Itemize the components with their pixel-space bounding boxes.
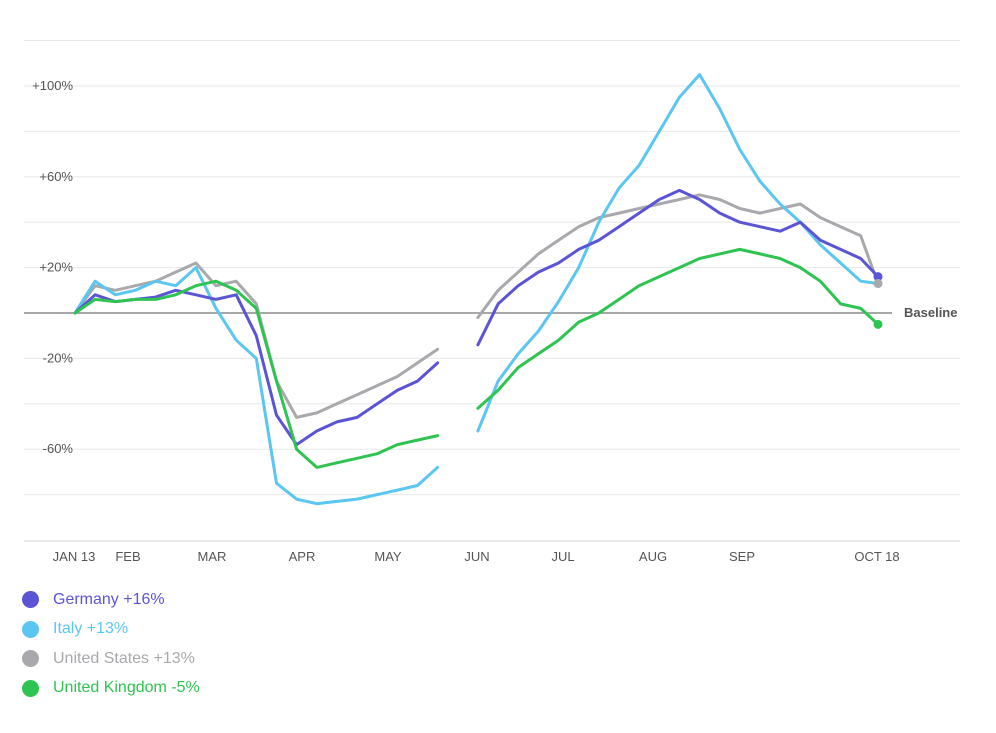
endpoint-marker-united-states [873, 278, 883, 288]
legend-label: United States +13% [53, 649, 195, 667]
legend-item-italy: Italy +13% [22, 615, 200, 645]
x-tick-label: AUG [639, 549, 667, 564]
x-tick-label: MAY [374, 549, 402, 564]
x-tick-label: SEP [729, 549, 755, 564]
x-tick-label: FEB [115, 549, 140, 564]
x-tick-label: MAR [198, 549, 227, 564]
series-endpoints [873, 272, 883, 329]
legend: Germany +16% Italy +13% United States +13%… [22, 585, 200, 703]
baseline-label: Baseline [904, 305, 957, 320]
series-line-united-states [73, 193, 880, 419]
baseline: Baseline [24, 305, 957, 320]
legend-item-united-kingdom: United Kingdom -5% [22, 674, 200, 704]
series-line-united-kingdom [73, 247, 880, 469]
legend-item-germany: Germany +16% [22, 585, 200, 615]
y-tick-label: +20% [39, 260, 73, 275]
x-tick-label: APR [289, 549, 316, 564]
x-tick-label: JUN [464, 549, 489, 564]
grid [24, 40, 960, 542]
legend-label: Germany +16% [53, 590, 165, 608]
x-tick-label: JAN 13 [53, 549, 96, 564]
legend-label: United Kingdom -5% [53, 679, 200, 697]
x-tick-label: OCT 18 [854, 549, 899, 564]
series-line-italy [73, 73, 880, 506]
legend-swatch [22, 679, 39, 697]
legend-item-united-states: United States +13% [22, 644, 200, 674]
legend-swatch [22, 650, 39, 668]
series-lines [73, 73, 880, 506]
x-axis-ticks: JAN 13 FEB MAR APR MAY JUN JUL AUG SEP OCT 18 [53, 549, 900, 564]
legend-swatch [22, 591, 39, 609]
y-tick-label: +60% [39, 169, 73, 184]
endpoint-marker-germany [873, 272, 883, 282]
y-tick-label: +100% [32, 78, 73, 93]
y-tick-label: -60% [43, 441, 74, 456]
endpoint-marker-united-kingdom [873, 319, 883, 329]
y-tick-label: -20% [43, 350, 74, 365]
y-axis-ticks: +100% +60% +20% -20% -60% [32, 78, 73, 456]
legend-swatch [22, 620, 39, 638]
legend-label: Italy +13% [53, 620, 129, 638]
x-tick-label: JUL [551, 549, 574, 564]
